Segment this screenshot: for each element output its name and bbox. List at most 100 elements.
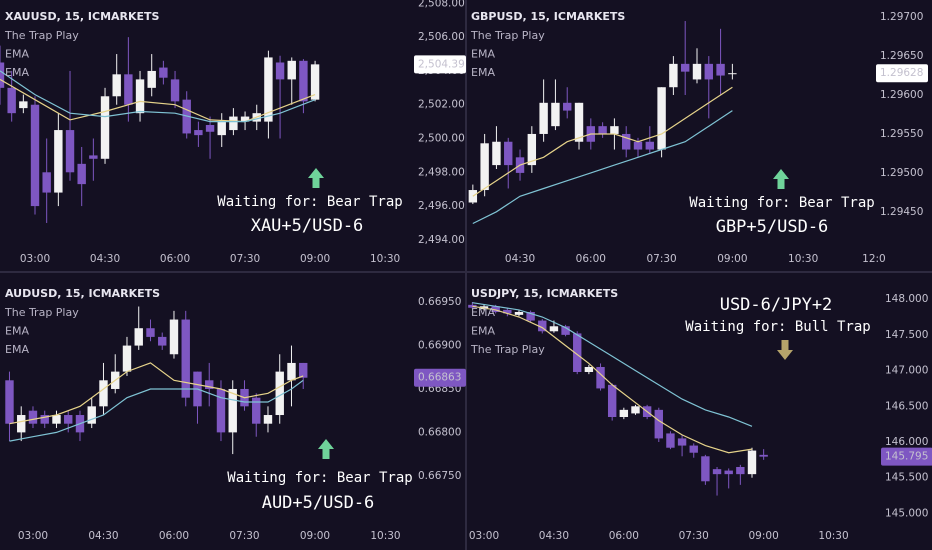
x-tick-label: 10:30: [370, 253, 400, 265]
candle-body: [666, 433, 675, 448]
candle-body: [229, 116, 238, 131]
x-tick-label: 04:30: [88, 530, 118, 542]
candle-body: [716, 63, 725, 76]
candle-body: [65, 130, 75, 173]
candle-body: [124, 74, 133, 105]
y-tick-label: 2,506.00: [418, 31, 465, 43]
candle-body: [5, 380, 14, 424]
ema-line: [472, 302, 753, 427]
candle-body: [574, 102, 584, 142]
ema-line: [472, 86, 733, 197]
last-price-badge: [414, 368, 466, 387]
candle-body: [680, 63, 690, 72]
legend-entry: EMA: [5, 66, 29, 79]
x-tick-label: 10:30: [370, 530, 400, 542]
x-tick-label: 03:00: [469, 530, 499, 542]
candle-body: [170, 79, 180, 102]
candle-body: [645, 141, 654, 150]
legend-entry: The Trap Play: [470, 343, 545, 356]
candle-body: [584, 367, 594, 372]
candle-body: [169, 319, 179, 355]
x-tick-label: 09:00: [300, 530, 330, 542]
candle-body: [287, 60, 296, 80]
x-tick-label: 07:30: [230, 253, 260, 265]
legend-entry: The Trap Play: [470, 29, 545, 42]
candle-body: [480, 143, 489, 191]
y-tick-label: 0.66750: [418, 470, 461, 482]
candle-body: [77, 163, 86, 185]
legend-entry: EMA: [5, 48, 29, 61]
candle-body: [704, 63, 713, 80]
y-tick-label: 1.29550: [880, 128, 923, 140]
candle-body: [689, 445, 698, 453]
candle-body: [549, 326, 559, 332]
last-price-label: 1.29628: [880, 67, 923, 79]
candle-body: [7, 87, 16, 114]
candle-body: [263, 415, 273, 424]
candle-body: [194, 130, 203, 136]
candle-body: [0, 62, 5, 88]
candle-body: [657, 87, 666, 150]
y-tick-label: 0.66900: [418, 340, 461, 352]
candle-body: [669, 63, 678, 88]
x-tick-label: 09:00: [300, 253, 330, 265]
y-tick-label: 0.66800: [418, 426, 461, 438]
candle-body: [158, 336, 167, 346]
pair-label: XAU+5/USD-6: [251, 216, 364, 236]
candle-body: [310, 64, 320, 100]
y-tick-label: 1.29450: [880, 206, 923, 218]
x-tick-label: 03:00: [18, 530, 48, 542]
candle-body: [299, 60, 308, 102]
y-tick-label: 2,508.00: [418, 0, 465, 9]
candle-body: [654, 409, 663, 439]
y-tick-label: 146.500: [885, 400, 928, 412]
annotation: Waiting for: Bear Trap: [217, 194, 402, 210]
chart-title: USDJPY, 15, ICMARKETS: [471, 287, 618, 300]
legend-entry: EMA: [471, 306, 495, 319]
candle-body: [563, 102, 572, 111]
candle-body: [712, 469, 722, 475]
x-tick-label: 06:00: [160, 253, 190, 265]
chart-title: XAUUSD, 15, ICMARKETS: [5, 10, 160, 23]
y-tick-label: 2,502.00: [418, 99, 465, 111]
y-tick-label: 2,498.00: [418, 166, 465, 178]
signal-arrow: [773, 169, 789, 189]
candle-body: [701, 456, 710, 482]
candle-body: [610, 126, 619, 134]
last-price-badge: [876, 64, 928, 83]
ema-line: [0, 78, 316, 123]
candle-body: [299, 362, 308, 378]
candle-body: [551, 102, 560, 127]
annotation: Waiting for: Bear Trap: [689, 195, 874, 211]
candle-body: [573, 333, 582, 372]
x-tick-label: 09:00: [717, 253, 747, 265]
candle-body: [146, 328, 155, 337]
candle-body: [622, 133, 631, 150]
legend-entry: EMA: [471, 325, 495, 338]
candle-body: [503, 309, 512, 314]
x-tick-label: 07:30: [646, 253, 676, 265]
y-tick-label: 148.000: [885, 293, 928, 305]
candle-body: [54, 130, 63, 193]
candle-body: [619, 409, 629, 417]
candle-body: [728, 73, 737, 75]
candle-body: [205, 125, 215, 132]
x-tick-label: 06:00: [159, 530, 189, 542]
x-tick-label: 04:30: [505, 253, 535, 265]
candle-body: [64, 415, 73, 424]
ema-line: [0, 70, 316, 123]
candle-body: [264, 57, 273, 122]
candle-body: [40, 415, 49, 424]
y-tick-label: 145.500: [885, 472, 928, 484]
candle-body: [526, 312, 535, 321]
candle-body: [724, 470, 733, 475]
x-tick-label: 06:00: [576, 253, 606, 265]
y-tick-label: 1.29650: [880, 50, 923, 62]
legend-entry: EMA: [5, 325, 29, 338]
x-tick-label: 12:0: [862, 253, 886, 265]
y-tick-label: 1.29700: [880, 11, 923, 23]
y-tick-label: 147.000: [885, 365, 928, 377]
y-tick-label: 1.29500: [880, 167, 923, 179]
candle-body: [736, 467, 745, 475]
